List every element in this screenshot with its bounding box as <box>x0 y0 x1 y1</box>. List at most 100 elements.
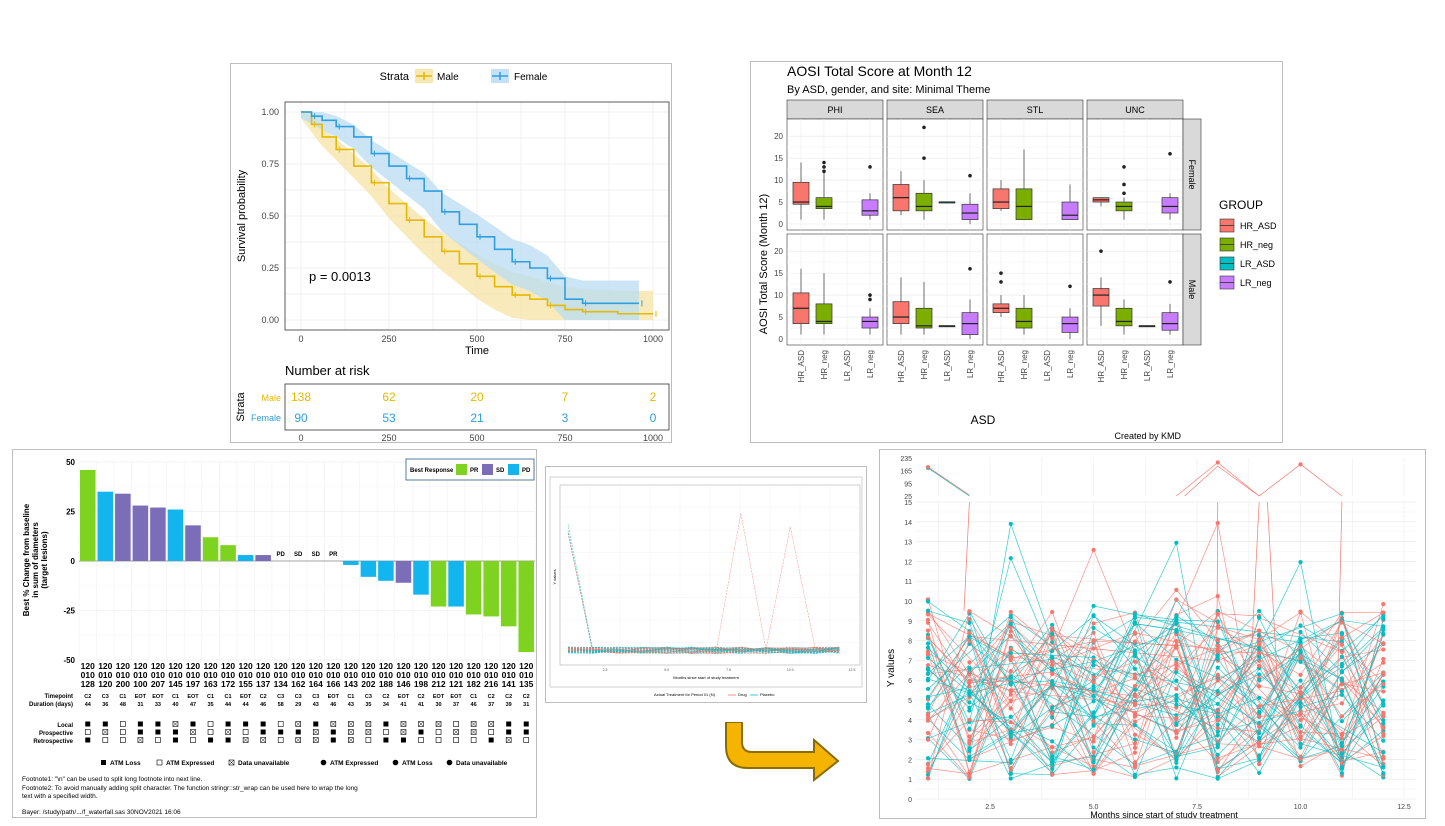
sp-point <box>925 649 931 654</box>
sp-point <box>967 692 972 698</box>
aosi-strip-col-label: SEA <box>926 105 944 115</box>
sp-point <box>1257 724 1262 729</box>
wf-ylabel-1: Best % Change from baseline <box>22 503 31 616</box>
wf-id-line2: 010 <box>186 670 200 680</box>
wf-marker-cross-lines <box>453 729 459 735</box>
sp-point <box>967 660 972 665</box>
wf-duration-label: Duration (days) <box>29 702 73 708</box>
sp-ytick-top-label: 95 <box>904 481 912 488</box>
sp-ytick-top-label: 165 <box>900 469 912 476</box>
sp-subject-line <box>969 618 1384 771</box>
aosi-ytick-label: 5 <box>779 313 784 322</box>
wf-legend-label: PR <box>470 468 479 474</box>
wf-marker-open <box>277 721 284 727</box>
sp-point <box>1215 624 1220 629</box>
wf-marker-filled <box>137 721 143 727</box>
sp-point <box>1215 593 1220 599</box>
sp-point <box>1008 735 1013 740</box>
sp-point <box>1091 735 1096 740</box>
wf-bar <box>237 555 254 561</box>
km-legend-male-label: Male <box>437 72 459 83</box>
wf-legend2-label: ATM Loss <box>402 760 433 767</box>
sp-point <box>1008 757 1013 762</box>
wf-bar <box>255 555 271 561</box>
sp-point <box>1050 723 1055 728</box>
sp-point <box>925 641 931 646</box>
sp-point <box>925 766 931 771</box>
km-legend-title: Strata <box>380 71 410 83</box>
wf-duration: 29 <box>295 702 301 708</box>
aosi-strip-col-label: PHI <box>827 105 842 115</box>
aosi-legend-label: HR_neg <box>1240 240 1273 250</box>
wf-id-line3: 141 <box>502 679 516 689</box>
sp-point <box>1381 641 1386 646</box>
wf-marker-cross-lines <box>190 729 196 735</box>
sp-point <box>1091 675 1096 680</box>
aosi-outlier <box>999 271 1003 275</box>
aosi-ytick-label: 10 <box>774 176 783 185</box>
sp-point <box>1298 756 1303 762</box>
wf-marker-filled <box>225 737 231 743</box>
sp-point <box>925 635 931 640</box>
km-risk-xtick-label: 500 <box>469 433 484 443</box>
wf-timepoint: EOT <box>240 694 252 700</box>
wf-id-line2: 010 <box>484 670 498 680</box>
wf-duration: 43 <box>348 702 354 708</box>
sp-point <box>925 686 931 692</box>
sm-legend-title: Actual Treatment for Period 01 (N) <box>654 692 716 697</box>
wf-id-line1: 120 <box>309 661 323 671</box>
wf-id-line3: 202 <box>361 679 375 689</box>
sp-ytick-label: 7 <box>908 658 912 665</box>
wf-duration: 37 <box>453 702 459 708</box>
sp-ytick-label: 5 <box>908 698 912 705</box>
wf-local-label: Local <box>57 723 73 729</box>
sp-point <box>1381 689 1386 694</box>
wf-bar <box>97 491 114 561</box>
sp-subject-line <box>927 624 1342 756</box>
sp-point <box>1132 659 1138 664</box>
sp-point <box>1339 642 1345 647</box>
wf-id-line2: 010 <box>256 670 270 680</box>
sp-point <box>1008 738 1013 743</box>
wf-id-line3: 164 <box>309 679 323 689</box>
aosi-strip-col-label: UNC <box>1125 105 1145 115</box>
sp-point <box>1339 736 1345 741</box>
wf-footnote-3: text with a specified width. <box>22 793 98 800</box>
wf-marker-cross-lines <box>365 729 372 735</box>
wf-id-line3: 197 <box>186 679 200 689</box>
wf-legend2-key <box>156 759 163 766</box>
wf-bar <box>132 505 149 561</box>
sp-ytick-label: 0 <box>908 797 912 804</box>
aosi-facets: PHI 20 15 10 5 0 SEA STL UNC Female HR_ASD HR_neg LR… <box>774 99 1202 382</box>
sp-point <box>1339 761 1345 766</box>
wf-ytick-label: 50 <box>66 458 75 467</box>
sp-point <box>1008 771 1013 776</box>
wf-id-line3: 212 <box>431 679 445 689</box>
sp-point <box>1132 723 1138 728</box>
wf-marker-filled <box>260 729 266 735</box>
km-risk-male-value: 20 <box>470 390 484 404</box>
sp-point <box>1298 629 1303 635</box>
wf-bar <box>185 525 201 561</box>
sp-point <box>925 737 931 742</box>
sp-point <box>1298 560 1303 565</box>
wf-legend-box <box>405 458 535 481</box>
sp-xtick-label: 12.5 <box>1397 804 1411 811</box>
wf-marker-filled <box>506 729 512 735</box>
sp-point <box>1339 747 1345 752</box>
sp-point <box>1132 650 1138 656</box>
wf-duration: 33 <box>155 702 161 708</box>
sp-point <box>1381 764 1386 769</box>
sp-point <box>1298 741 1303 746</box>
km-xtick-label: 250 <box>381 334 396 344</box>
sp-subject-line <box>927 623 1384 779</box>
sp-point <box>1008 647 1013 653</box>
sp-subject-line <box>1010 615 1384 776</box>
sp-ytick-label: 12 <box>904 559 912 566</box>
sp-point <box>1339 719 1345 724</box>
wf-duration: 43 <box>313 702 319 708</box>
wf-duration: 48 <box>120 702 126 708</box>
wf-ytick-label: -50 <box>63 656 75 665</box>
wf-id-line2: 010 <box>431 670 445 680</box>
wf-marker-filled <box>243 721 249 727</box>
